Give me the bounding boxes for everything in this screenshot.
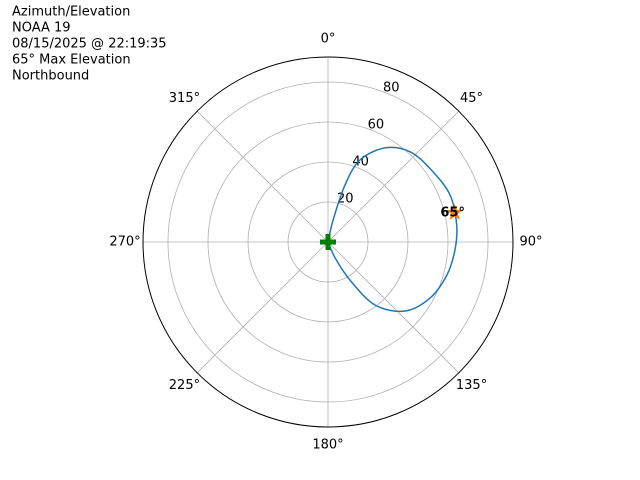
- theta-tick-label: 180°: [312, 438, 343, 453]
- title-line: Northbound: [12, 69, 89, 84]
- theta-tick-label: 45°: [460, 91, 483, 106]
- r-tick-label: 60: [368, 118, 385, 133]
- pass-track: [327, 146, 458, 313]
- title-line: 65° Max Elevation: [12, 53, 131, 68]
- theta-tick-label: 225°: [169, 378, 200, 393]
- max-label: 65°: [440, 205, 465, 220]
- theta-tick-label: 135°: [456, 378, 487, 393]
- max-marker: [446, 203, 464, 221]
- theta-tick-label: 270°: [109, 235, 140, 250]
- r-tick-label: 80: [383, 81, 400, 96]
- theta-tick-label: 315°: [169, 91, 200, 106]
- grid-spoke: [196, 110, 329, 243]
- grid-spoke: [327, 241, 460, 374]
- polar-frame: [142, 56, 514, 428]
- r-tick-label: 40: [352, 155, 369, 170]
- start-marker: [320, 234, 336, 250]
- theta-tick-label: 90°: [519, 235, 542, 250]
- title-line: NOAA 19: [12, 21, 71, 36]
- title-line: Azimuth/Elevation: [12, 5, 130, 20]
- grid-spoke: [196, 241, 329, 374]
- theta-tick-label: 0°: [321, 32, 336, 47]
- title-line: 08/15/2025 @ 22:19:35: [12, 37, 167, 52]
- grid-spoke: [327, 110, 460, 243]
